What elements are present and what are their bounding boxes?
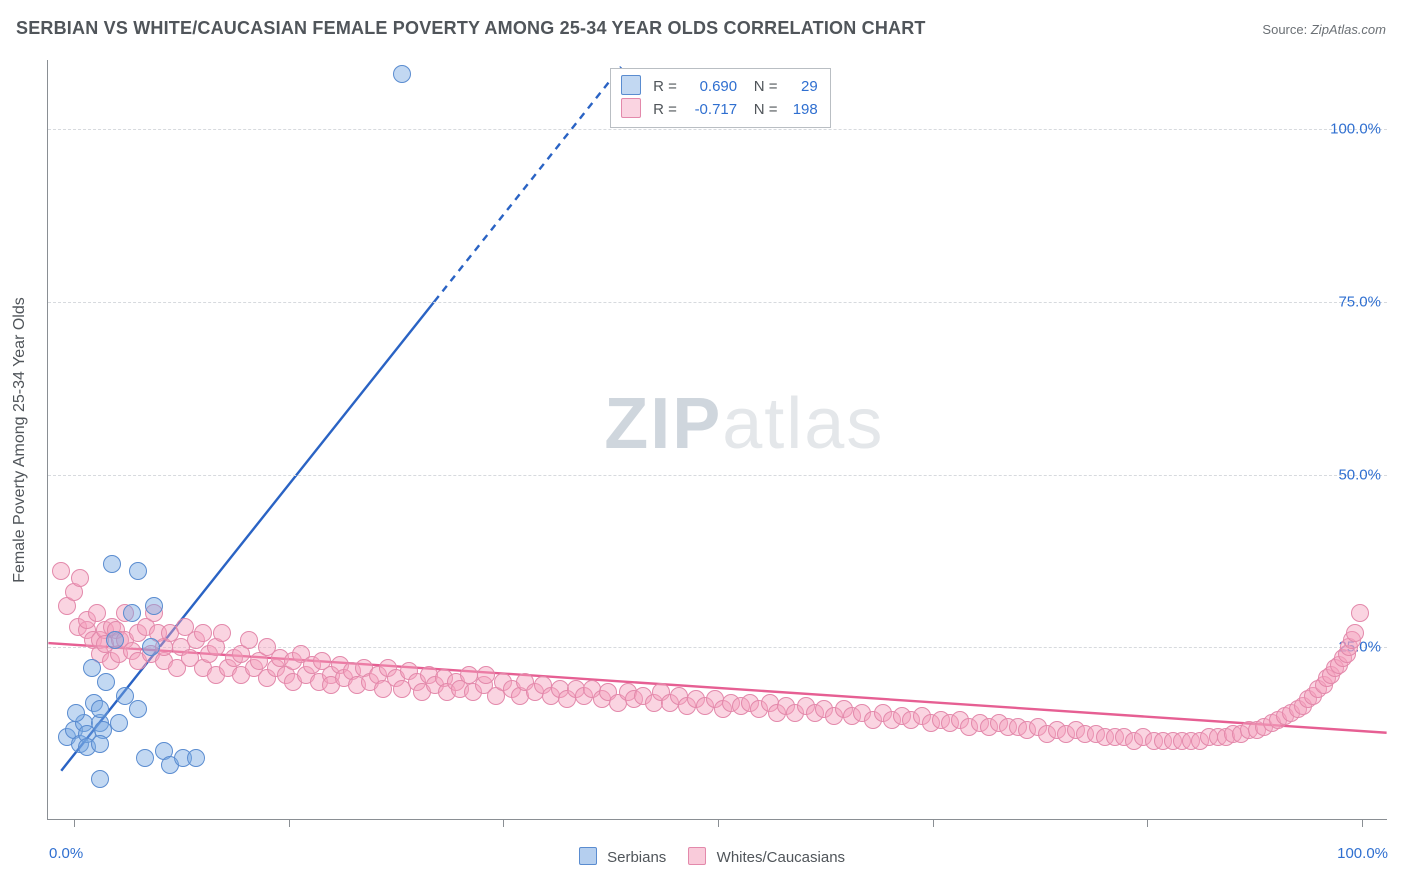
gridline xyxy=(48,302,1387,303)
point-serbians xyxy=(129,700,147,718)
stats-row-serbians: R = 0.690 N = 29 xyxy=(621,75,818,98)
point-whites xyxy=(71,569,89,587)
source-label: Source: xyxy=(1262,22,1307,37)
point-whites xyxy=(52,562,70,580)
point-serbians xyxy=(91,770,109,788)
correlation-stats-box: R = 0.690 N = 29 R = -0.717 N = 198 xyxy=(610,68,831,128)
point-serbians xyxy=(91,700,109,718)
source-attribution: Source: ZipAtlas.com xyxy=(1262,22,1386,37)
plot-wrap: ZIPatlas R = 0.690 N = 29 R = -0.717 xyxy=(47,60,1387,820)
y-tick-label: 75.0% xyxy=(1338,293,1381,310)
watermark-atlas: atlas xyxy=(722,384,884,464)
n-label: N = xyxy=(754,101,778,118)
plot-area: ZIPatlas R = 0.690 N = 29 R = -0.717 xyxy=(47,60,1387,820)
r-label: R = xyxy=(653,78,677,95)
y-tick-label: 50.0% xyxy=(1338,466,1381,483)
point-serbians xyxy=(97,673,115,691)
x-tick xyxy=(74,819,75,827)
watermark-zip: ZIP xyxy=(604,384,722,464)
x-tick xyxy=(289,819,290,827)
source-value: ZipAtlas.com xyxy=(1311,22,1386,37)
point-whites xyxy=(1346,624,1364,642)
r-value-whites: -0.717 xyxy=(681,99,737,121)
n-value-serbians: 29 xyxy=(782,76,818,98)
point-serbians xyxy=(123,604,141,622)
point-serbians xyxy=(393,65,411,83)
y-axis-label: Female Poverty Among 25-34 Year Olds xyxy=(11,297,29,583)
point-whites xyxy=(477,666,495,684)
n-value-whites: 198 xyxy=(782,99,818,121)
stats-swatch-serbians xyxy=(621,75,641,95)
n-label: N = xyxy=(754,78,778,95)
point-serbians xyxy=(110,714,128,732)
gridline xyxy=(48,475,1387,476)
x-tick xyxy=(718,819,719,827)
legend-swatch-whites xyxy=(688,847,706,865)
point-whites xyxy=(88,604,106,622)
point-serbians xyxy=(67,704,85,722)
x-tick xyxy=(933,819,934,827)
point-whites xyxy=(240,631,258,649)
x-tick xyxy=(1362,819,1363,827)
stats-swatch-whites xyxy=(621,98,641,118)
point-serbians xyxy=(136,749,154,767)
stats-row-whites: R = -0.717 N = 198 xyxy=(621,98,818,121)
point-serbians xyxy=(83,659,101,677)
point-serbians xyxy=(106,631,124,649)
point-serbians xyxy=(142,638,160,656)
gridline xyxy=(48,129,1387,130)
legend-swatch-serbians xyxy=(579,847,597,865)
y-tick-label: 100.0% xyxy=(1330,121,1381,138)
legend-label-whites: Whites/Caucasians xyxy=(717,849,845,866)
x-tick xyxy=(503,819,504,827)
r-label: R = xyxy=(653,101,677,118)
point-serbians xyxy=(145,597,163,615)
point-whites xyxy=(213,624,231,642)
point-serbians xyxy=(129,562,147,580)
point-serbians xyxy=(91,735,109,753)
x-tick xyxy=(1147,819,1148,827)
chart-root: SERBIAN VS WHITE/CAUCASIAN FEMALE POVERT… xyxy=(0,0,1406,892)
r-value-serbians: 0.690 xyxy=(681,76,737,98)
point-whites xyxy=(1351,604,1369,622)
chart-title: SERBIAN VS WHITE/CAUCASIAN FEMALE POVERT… xyxy=(16,18,926,39)
watermark: ZIPatlas xyxy=(604,383,884,465)
point-serbians xyxy=(103,555,121,573)
legend-label-serbians: Serbians xyxy=(607,849,666,866)
point-serbians xyxy=(187,749,205,767)
x-axis-legend: Serbians Whites/Caucasians xyxy=(0,847,1406,866)
